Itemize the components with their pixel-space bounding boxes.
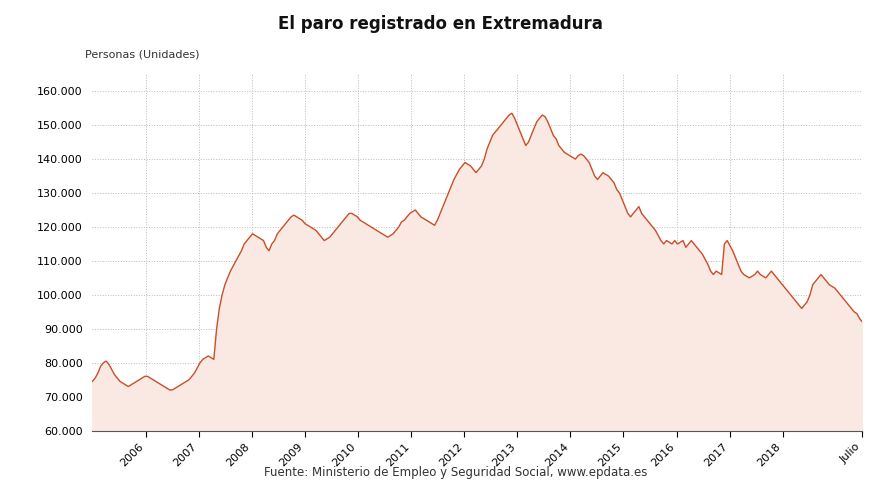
Text: El paro registrado en Extremadura: El paro registrado en Extremadura — [277, 15, 603, 33]
Text: Fuente: Ministerio de Empleo y Seguridad Social, www.epdata.es: Fuente: Ministerio de Empleo y Seguridad… — [264, 466, 648, 479]
Text: Personas (Unidades): Personas (Unidades) — [84, 50, 199, 60]
